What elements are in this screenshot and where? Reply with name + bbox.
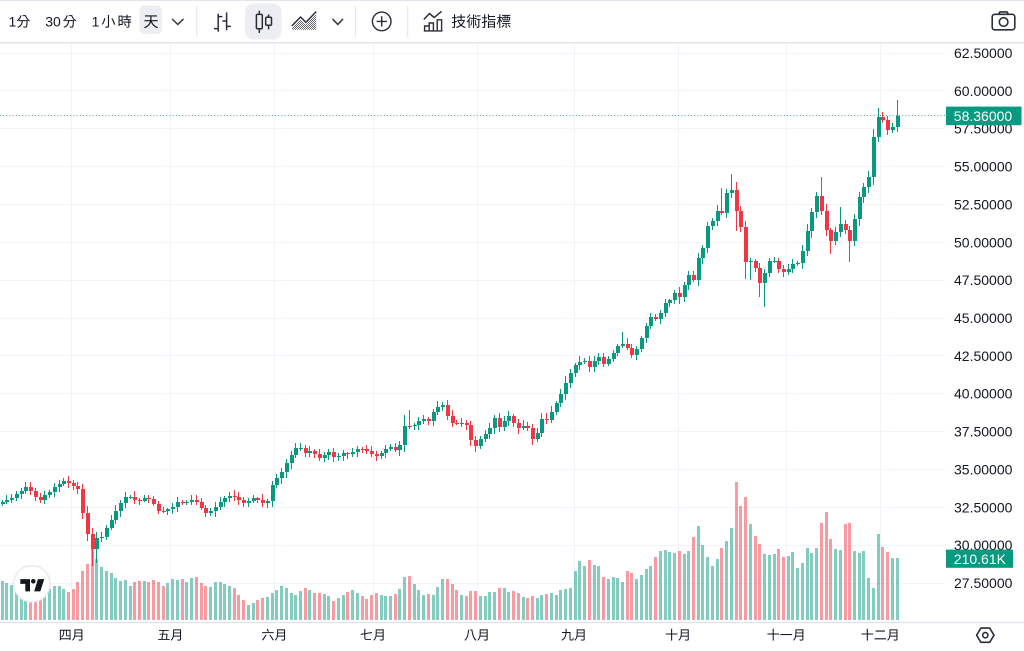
svg-text:50.00000: 50.00000 bbox=[954, 234, 1013, 250]
svg-text:1: 1 bbox=[9, 14, 17, 30]
svg-text:62.50000: 62.50000 bbox=[954, 45, 1013, 61]
svg-text:32.50000: 32.50000 bbox=[954, 499, 1013, 515]
svg-text:37.50000: 37.50000 bbox=[954, 424, 1013, 440]
svg-text:58.36000: 58.36000 bbox=[954, 108, 1013, 124]
svg-text:27.50000: 27.50000 bbox=[954, 575, 1013, 591]
svg-text:47.50000: 47.50000 bbox=[954, 272, 1013, 288]
svg-text:210.61K: 210.61K bbox=[954, 551, 1007, 567]
svg-text:52.50000: 52.50000 bbox=[954, 196, 1013, 212]
svg-text:30.00000: 30.00000 bbox=[954, 537, 1013, 553]
svg-text:30: 30 bbox=[45, 14, 61, 30]
svg-text:60.00000: 60.00000 bbox=[954, 83, 1013, 99]
svg-text:35.00000: 35.00000 bbox=[954, 461, 1013, 477]
svg-text:1: 1 bbox=[92, 14, 100, 30]
svg-text:42.50000: 42.50000 bbox=[954, 348, 1013, 364]
svg-text:40.00000: 40.00000 bbox=[954, 386, 1013, 402]
svg-text:55.00000: 55.00000 bbox=[954, 159, 1013, 175]
svg-text:45.00000: 45.00000 bbox=[954, 310, 1013, 326]
